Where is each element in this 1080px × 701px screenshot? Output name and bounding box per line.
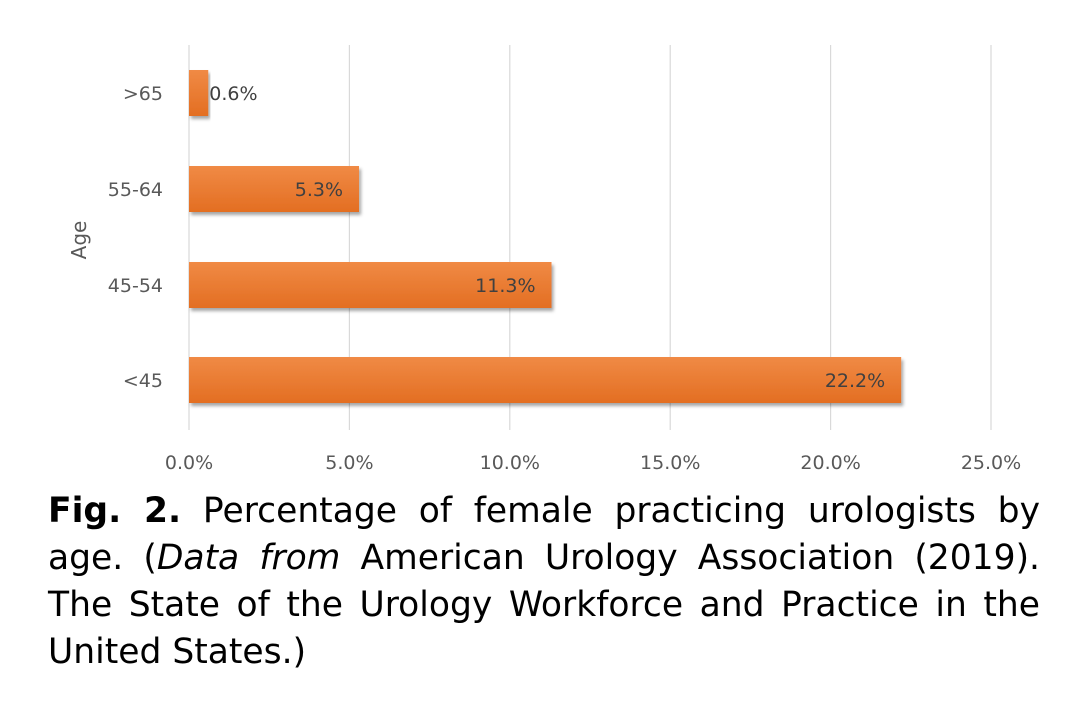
x-tick-label: 5.0% — [325, 452, 373, 474]
x-tick-label: 10.0% — [480, 452, 540, 474]
bar — [189, 262, 552, 308]
x-tick-label: 20.0% — [800, 452, 860, 474]
caption-text-2: American Urology Association (2019). The… — [48, 538, 1040, 672]
x-tick-label: 0.0% — [165, 452, 213, 474]
y-tick-label: <45 — [123, 370, 163, 392]
bars — [189, 70, 902, 403]
data-label: 5.3% — [295, 179, 343, 201]
caption-label: Fig. 2. — [48, 491, 182, 531]
bar-chart: >65 55-64 45-54 <45 0.0% 5.0% 10.0% 15.0% 20.0%… — [67, 45, 1021, 474]
figure-caption: Fig. 2. Percentage of female practicing … — [48, 488, 1040, 676]
bar — [189, 166, 360, 212]
x-tick-label: 15.0% — [640, 452, 700, 474]
y-tick-label: >65 — [123, 83, 163, 105]
data-label: 22.2% — [825, 370, 885, 392]
x-tick-label: 25.0% — [961, 452, 1021, 474]
data-label: 11.3% — [475, 275, 535, 297]
data-label: 0.6% — [209, 83, 257, 105]
y-tick-labels: >65 55-64 45-54 <45 — [108, 83, 163, 392]
data-labels: 0.6% 5.3% 11.3% 22.2% — [209, 83, 885, 392]
bar — [189, 357, 902, 403]
bar — [189, 70, 209, 116]
y-tick-label: 55-64 — [108, 179, 163, 201]
caption-italic: Data from — [156, 538, 341, 578]
y-tick-label: 45-54 — [108, 275, 163, 297]
caption-text-1: Percentage of female practicing urologis… — [48, 491, 1040, 578]
x-tick-labels: 0.0% 5.0% 10.0% 15.0% 20.0% 25.0% — [165, 452, 1021, 474]
y-axis-title: Age — [67, 221, 91, 260]
